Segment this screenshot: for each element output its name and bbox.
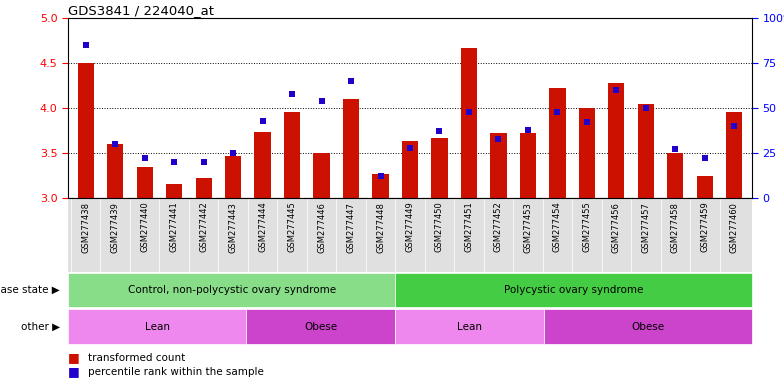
Bar <box>544 309 752 344</box>
Point <box>551 109 564 115</box>
Bar <box>284 113 300 198</box>
Text: GSM277444: GSM277444 <box>258 202 267 252</box>
Bar <box>314 153 329 198</box>
Point <box>168 159 180 165</box>
Text: GSM277456: GSM277456 <box>612 202 621 253</box>
Point <box>434 128 446 134</box>
Text: GSM277458: GSM277458 <box>671 202 680 253</box>
Point <box>315 98 328 104</box>
Bar <box>490 133 506 198</box>
Bar <box>78 63 94 198</box>
Text: GSM277446: GSM277446 <box>317 202 326 253</box>
Bar <box>667 153 684 198</box>
Point <box>640 105 652 111</box>
Bar <box>68 273 395 307</box>
Bar <box>520 133 536 198</box>
Text: GSM277455: GSM277455 <box>583 202 591 252</box>
Text: GSM277441: GSM277441 <box>169 202 179 252</box>
Text: transformed count: transformed count <box>88 353 185 363</box>
Point <box>227 150 239 156</box>
Bar <box>726 113 742 198</box>
Text: GSM277445: GSM277445 <box>288 202 296 252</box>
Bar <box>225 156 241 198</box>
Point <box>492 136 505 142</box>
Text: percentile rank within the sample: percentile rank within the sample <box>88 367 263 377</box>
Text: GSM277457: GSM277457 <box>641 202 651 253</box>
Text: GSM277442: GSM277442 <box>199 202 208 252</box>
Text: GSM277447: GSM277447 <box>347 202 355 253</box>
Point <box>79 42 92 48</box>
Text: GSM277460: GSM277460 <box>730 202 739 253</box>
Text: GSM277448: GSM277448 <box>376 202 385 253</box>
Text: Control, non-polycystic ovary syndrome: Control, non-polycystic ovary syndrome <box>128 285 336 295</box>
Point <box>669 146 681 152</box>
Text: GSM277440: GSM277440 <box>140 202 149 252</box>
Text: Polycystic ovary syndrome: Polycystic ovary syndrome <box>504 285 643 295</box>
Point <box>374 173 387 179</box>
Bar <box>402 141 418 198</box>
Point <box>728 123 741 129</box>
Point <box>198 159 210 165</box>
Point <box>610 87 622 93</box>
Point <box>139 155 151 161</box>
Text: Lean: Lean <box>457 321 482 331</box>
Bar <box>343 99 359 198</box>
Point <box>286 91 299 97</box>
Bar <box>697 175 713 198</box>
Text: Lean: Lean <box>145 321 169 331</box>
Text: GSM277452: GSM277452 <box>494 202 503 252</box>
Point <box>463 109 475 115</box>
Bar <box>255 132 270 198</box>
Bar <box>395 309 544 344</box>
Bar <box>166 184 182 198</box>
Text: GSM277451: GSM277451 <box>464 202 474 252</box>
Text: GSM277450: GSM277450 <box>435 202 444 252</box>
Bar <box>68 309 246 344</box>
Text: GSM277443: GSM277443 <box>229 202 238 253</box>
Bar <box>431 138 448 198</box>
Text: Obese: Obese <box>304 321 337 331</box>
Bar <box>461 48 477 198</box>
Text: GDS3841 / 224040_at: GDS3841 / 224040_at <box>68 4 214 17</box>
Point <box>109 141 122 147</box>
Text: Obese: Obese <box>631 321 665 331</box>
Bar <box>372 174 389 198</box>
Point <box>521 127 534 133</box>
Text: GSM277449: GSM277449 <box>405 202 415 252</box>
Text: disease state ▶: disease state ▶ <box>0 285 60 295</box>
Bar <box>395 273 752 307</box>
Bar <box>246 309 395 344</box>
Bar <box>608 83 625 198</box>
Bar <box>550 88 565 198</box>
Bar <box>579 108 595 198</box>
Bar <box>637 104 654 198</box>
Point <box>699 155 711 161</box>
Bar <box>136 167 153 198</box>
Point <box>581 119 593 126</box>
Text: other ▶: other ▶ <box>21 321 60 331</box>
Point <box>345 78 358 84</box>
Bar <box>195 178 212 198</box>
Text: GSM277454: GSM277454 <box>553 202 562 252</box>
Text: GSM277453: GSM277453 <box>524 202 532 253</box>
Point <box>256 118 269 124</box>
Bar <box>107 144 123 198</box>
Point <box>404 144 416 151</box>
Text: GSM277459: GSM277459 <box>700 202 710 252</box>
Text: ■: ■ <box>68 351 80 364</box>
Text: GSM277439: GSM277439 <box>111 202 120 253</box>
Text: GSM277438: GSM277438 <box>82 202 90 253</box>
Text: ■: ■ <box>68 366 80 379</box>
